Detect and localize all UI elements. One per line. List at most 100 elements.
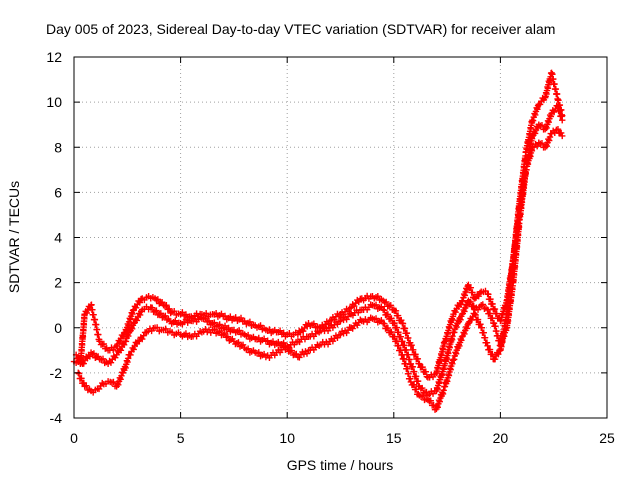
- data-point: [397, 333, 404, 340]
- data-point: [491, 305, 499, 313]
- data-point: [205, 317, 213, 325]
- data-point: [115, 381, 122, 389]
- data-point: [236, 327, 243, 334]
- data-point: [90, 350, 98, 357]
- data-point: [224, 333, 232, 340]
- data-point: [99, 355, 107, 363]
- data-point: [451, 329, 458, 336]
- data-point: [221, 322, 229, 330]
- data-point: [461, 292, 469, 299]
- data-point: [128, 325, 136, 332]
- data-point: [557, 129, 565, 137]
- data-point: [104, 360, 112, 368]
- data-point: [179, 309, 186, 316]
- data-point: [424, 396, 432, 404]
- data-point: [284, 344, 291, 352]
- data-point: [479, 301, 487, 308]
- data-point: [182, 330, 190, 337]
- data-point: [487, 295, 494, 303]
- data-point: [372, 315, 380, 322]
- data-point: [493, 310, 500, 317]
- data-point: [395, 342, 402, 349]
- data-point: [550, 108, 558, 116]
- data-point: [96, 338, 103, 345]
- data-point: [393, 337, 401, 345]
- data-point: [485, 291, 492, 298]
- data-point: [393, 324, 401, 331]
- data-point: [239, 341, 247, 349]
- data-point: [416, 360, 423, 368]
- data-point: [388, 328, 395, 336]
- data-point: [153, 307, 160, 314]
- data-point: [372, 301, 380, 309]
- data-point: [255, 349, 262, 356]
- data-point: [412, 386, 420, 393]
- data-point: [392, 307, 400, 315]
- data-point: [471, 295, 479, 302]
- tick-labels: 0 5 10 15 20 25 -4 -2 0 2 4 6 8 10 12: [46, 49, 615, 446]
- data-point: [288, 347, 295, 354]
- data-point: [136, 311, 144, 319]
- data-point: [127, 351, 134, 359]
- data-point: [543, 142, 550, 150]
- data-point: [225, 324, 232, 332]
- data-point: [148, 304, 156, 311]
- data-point: [167, 309, 174, 317]
- data-point: [75, 370, 83, 377]
- data-point: [303, 350, 311, 357]
- data-point: [374, 292, 382, 300]
- data-point: [172, 317, 179, 324]
- data-point: [463, 325, 471, 332]
- y-tick-label: -4: [50, 410, 63, 426]
- data-point: [409, 346, 417, 354]
- data-point: [394, 312, 402, 319]
- data-point: [476, 289, 484, 297]
- data-point: [419, 384, 426, 392]
- data-point: [536, 101, 544, 108]
- data-point: [457, 316, 464, 323]
- data-point: [459, 297, 466, 305]
- data-point: [162, 325, 169, 332]
- data-point: [139, 335, 146, 343]
- data-point: [216, 321, 223, 328]
- data-point: [382, 298, 390, 306]
- data-point: [83, 309, 90, 317]
- data-point: [408, 341, 415, 349]
- data-point: [452, 308, 459, 316]
- data-point: [474, 316, 482, 323]
- data-point: [235, 339, 242, 346]
- data-point: [538, 139, 546, 147]
- data-point: [491, 355, 499, 363]
- data-point: [153, 324, 161, 331]
- data-point: [244, 331, 252, 339]
- y-tick-label: 2: [54, 275, 62, 291]
- data-point: [545, 119, 552, 126]
- data-point: [110, 378, 117, 386]
- data-point: [489, 350, 496, 358]
- data-point: [467, 284, 475, 291]
- data-point: [112, 354, 119, 361]
- data-point: [427, 397, 434, 404]
- data-point: [471, 311, 479, 318]
- data-point: [398, 316, 405, 324]
- data-point: [211, 326, 218, 333]
- data-point: [130, 346, 137, 353]
- data-point: [337, 331, 344, 338]
- series-band-lower: [75, 126, 566, 413]
- data-point: [237, 314, 245, 322]
- data-points: [70, 69, 566, 413]
- data-point: [559, 116, 566, 124]
- data-point: [202, 314, 209, 322]
- data-point: [559, 132, 566, 140]
- data-point: [410, 381, 418, 388]
- data-point: [484, 306, 491, 313]
- data-point: [117, 376, 124, 383]
- data-point: [182, 311, 190, 318]
- data-point: [430, 401, 437, 409]
- data-point: [467, 298, 474, 306]
- data-point: [120, 341, 128, 348]
- data-point: [76, 354, 83, 362]
- data-point: [157, 310, 165, 317]
- data-point: [534, 106, 541, 113]
- data-point: [419, 363, 426, 371]
